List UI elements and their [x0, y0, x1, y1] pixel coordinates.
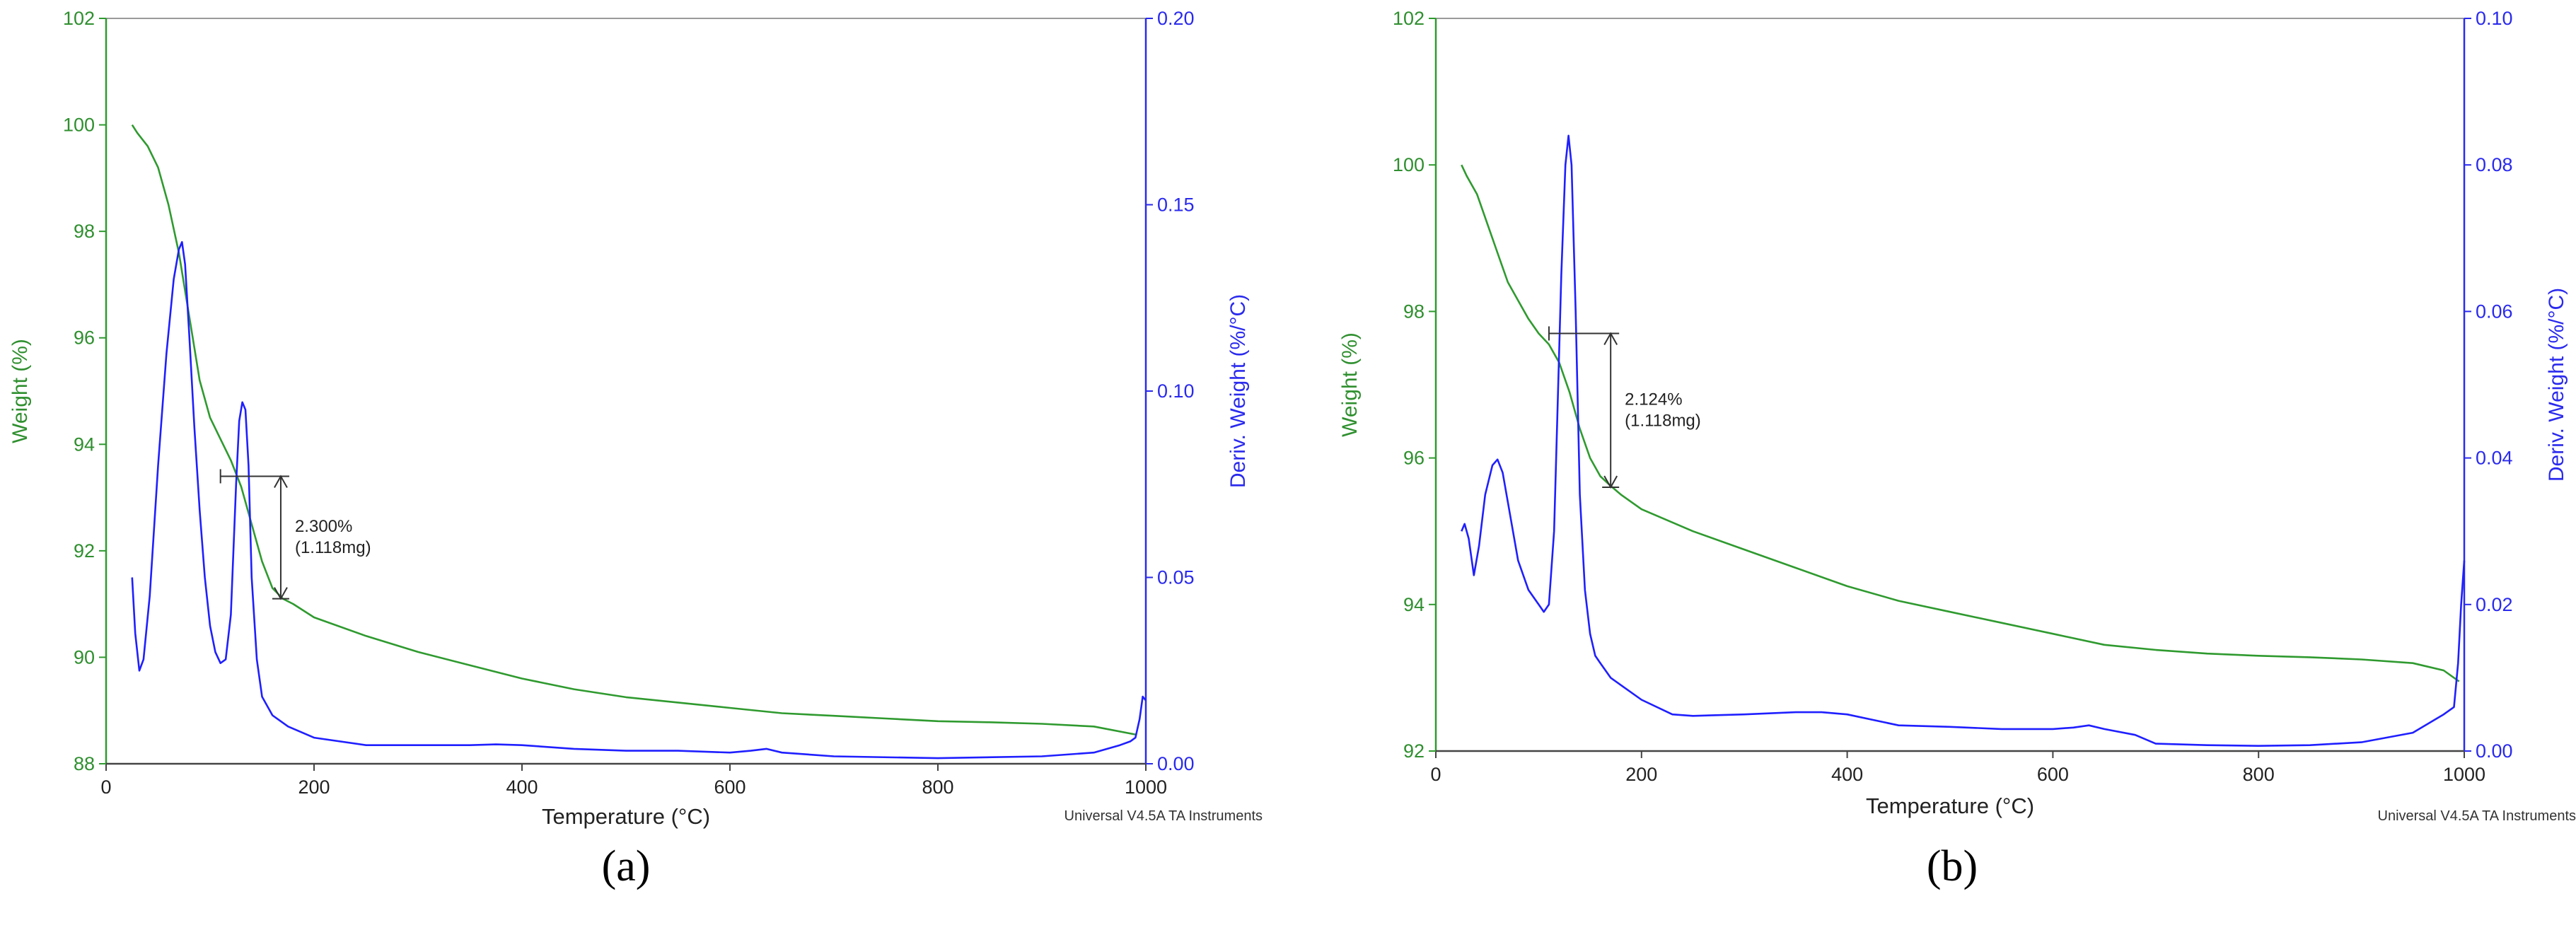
x-tick-label: 400	[506, 776, 538, 798]
chart-panel-a: 0 200 400 600 800 1000 88 90 92 94 96 98 100 102 0.00 0…	[8, 8, 1263, 890]
weight-series-line	[1461, 164, 2460, 682]
annotation-mass-label: (1.118mg)	[1625, 411, 1701, 430]
x-axis-label: Temperature (°C)	[1866, 793, 2034, 818]
y-tick-label: 96	[1403, 448, 1425, 469]
y-axis-label: Weight (%)	[8, 339, 32, 443]
y2-tick-label: 0.00	[2476, 740, 2513, 762]
x-tick-label: 1000	[1125, 776, 1167, 798]
y-tick-label: 102	[63, 8, 95, 29]
y2-tick-label: 0.08	[2476, 154, 2513, 175]
y2-tick-label: 0.06	[2476, 301, 2513, 322]
y-tick-label: 88	[74, 753, 95, 774]
panel-label: (a)	[602, 842, 651, 890]
y-tick-label: 92	[1403, 740, 1425, 762]
x-tick-label: 1000	[2443, 764, 2485, 785]
annotation-arrow-up	[1603, 332, 1618, 345]
y-tick-label: 94	[1403, 594, 1425, 615]
annotation-percent-label: 2.300%	[295, 517, 352, 536]
y-tick-label: 92	[74, 540, 95, 562]
y2-tick-label: 0.10	[1157, 380, 1195, 402]
chart-panel-b: 0 200 400 600 800 1000 92 94 96 98 100 102 0.00 0.02 0…	[1338, 8, 2576, 890]
y-tick-label: 90	[74, 646, 95, 668]
x-tick-label: 200	[1625, 764, 1657, 785]
y2-tick-label: 0.10	[2476, 8, 2513, 29]
software-watermark: Universal V4.5A TA Instruments	[1064, 808, 1263, 824]
software-watermark: Universal V4.5A TA Instruments	[2378, 808, 2576, 824]
y-tick-label: 102	[1393, 8, 1425, 29]
x-tick-label: 0	[1430, 764, 1441, 785]
x-tick-label: 0	[100, 776, 111, 798]
y-tick-label: 98	[1403, 301, 1425, 322]
derivative-series-line	[1461, 134, 2466, 747]
y2-axis-label: Deriv. Weight (%/°C)	[1226, 294, 1250, 488]
y-tick-label: 96	[74, 327, 95, 349]
y-tick-label: 98	[74, 221, 95, 242]
y2-tick-label: 0.20	[1157, 8, 1195, 29]
y-tick-label: 100	[1393, 154, 1425, 175]
annotation-percent-label: 2.124%	[1625, 390, 1682, 409]
y2-tick-label: 0.00	[1157, 753, 1195, 774]
x-tick-label: 800	[922, 776, 953, 798]
y-tick-label: 94	[74, 434, 95, 455]
y2-tick-label: 0.15	[1157, 194, 1195, 216]
y-tick-label: 100	[63, 115, 95, 136]
y2-tick-label: 0.02	[2476, 594, 2513, 615]
derivative-series-line	[131, 240, 1147, 760]
y2-tick-label: 0.04	[2476, 448, 2513, 469]
y2-tick-label: 0.05	[1157, 567, 1195, 588]
y2-axis-label: Deriv. Weight (%/°C)	[2545, 288, 2568, 482]
panel-label: (b)	[1927, 842, 1978, 890]
x-tick-label: 600	[2037, 764, 2069, 785]
y-axis-label: Weight (%)	[1338, 332, 1362, 437]
annotation-mass-label: (1.118mg)	[295, 538, 371, 557]
x-tick-label: 600	[714, 776, 745, 798]
annotation-arrow-up	[274, 475, 288, 488]
x-tick-label: 200	[298, 776, 330, 798]
weight-series-line	[131, 124, 1136, 735]
x-tick-label: 400	[1831, 764, 1863, 785]
x-tick-label: 800	[2243, 764, 2275, 785]
x-axis-label: Temperature (°C)	[542, 804, 710, 829]
